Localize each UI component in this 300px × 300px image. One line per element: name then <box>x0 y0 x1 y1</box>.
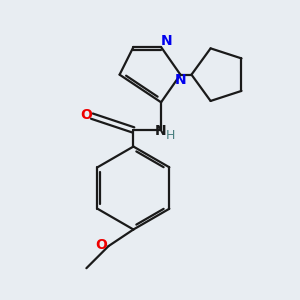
Text: H: H <box>166 129 175 142</box>
Text: N: N <box>155 124 167 138</box>
Text: N: N <box>161 34 172 49</box>
Text: O: O <box>95 238 107 252</box>
Text: O: O <box>80 108 92 122</box>
Text: N: N <box>175 73 186 87</box>
